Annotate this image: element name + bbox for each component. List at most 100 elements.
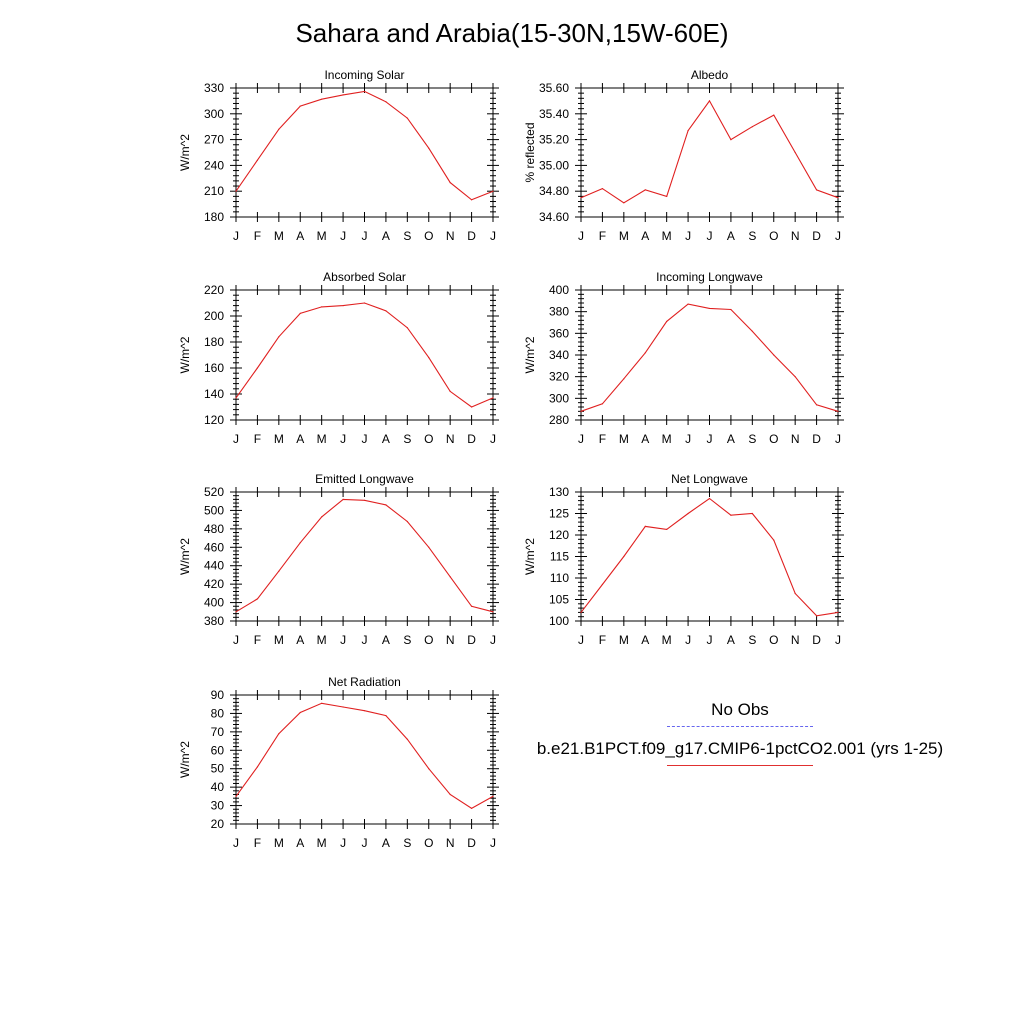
y-tick-label: 360 — [549, 326, 569, 340]
y-tick-label: 34.80 — [539, 184, 569, 198]
data-point — [385, 310, 387, 312]
data-point — [623, 202, 625, 204]
x-tick-label: J — [707, 229, 713, 243]
x-tick-label: J — [578, 229, 584, 243]
y-tick-label: 140 — [204, 387, 224, 401]
y-tick-label: 400 — [204, 596, 224, 610]
y-tick-label: 480 — [204, 522, 224, 536]
x-tick-label: M — [274, 432, 284, 446]
data-point — [428, 357, 430, 359]
x-tick-label: O — [424, 229, 433, 243]
y-tick-label: 270 — [204, 133, 224, 147]
x-tick-label: M — [619, 633, 629, 647]
chart-incoming-longwave: Incoming Longwave 280 300 320 340 360 380 400 J F… — [523, 270, 844, 446]
x-tick-label: A — [382, 432, 390, 446]
x-tick-label: F — [599, 633, 606, 647]
x-tick-label: D — [812, 633, 821, 647]
data-point — [687, 129, 689, 132]
data-point — [837, 611, 839, 613]
data-point — [235, 190, 237, 192]
data-point — [601, 403, 604, 405]
data-point — [470, 807, 473, 809]
y-tick-label: 60 — [211, 743, 225, 757]
series-line — [235, 90, 494, 201]
y-tick-label: 440 — [204, 559, 224, 573]
x-tick-label: A — [296, 633, 304, 647]
data-point — [666, 528, 668, 531]
x-tick-label: A — [382, 836, 390, 850]
x-tick-label: S — [748, 432, 756, 446]
y-tick-label: 80 — [211, 706, 225, 720]
x-tick-label: O — [424, 432, 433, 446]
y-tick-label: 50 — [211, 762, 225, 776]
y-tick-label: 340 — [549, 348, 569, 362]
plot-frame — [235, 87, 494, 218]
data-point — [299, 105, 301, 107]
x-tick-label: J — [490, 432, 496, 446]
x-tick-label: J — [707, 432, 713, 446]
x-tick-label: F — [254, 633, 261, 647]
x-tick-label: S — [403, 432, 411, 446]
legend-item-obs: No Obs — [520, 700, 960, 727]
y-tick-label: 180 — [204, 335, 224, 349]
x-tick-label: O — [424, 836, 433, 850]
data-point — [428, 546, 430, 548]
plot-frame — [580, 491, 839, 622]
x-tick-label: M — [619, 229, 629, 243]
data-point — [406, 327, 408, 329]
y-tick-label: 380 — [549, 305, 569, 319]
figure-title: Sahara and Arabia(15-30N,15W-60E) — [295, 18, 729, 48]
data-point — [470, 199, 473, 201]
x-tick-label: A — [727, 432, 735, 446]
data-point — [815, 615, 818, 617]
y-tick-label: 240 — [204, 158, 224, 172]
y-tick-label: 380 — [204, 614, 224, 628]
y-tick-label: 300 — [549, 391, 569, 405]
legend-model-swatch — [667, 765, 813, 766]
data-point — [837, 197, 839, 199]
x-tick-label: N — [791, 229, 800, 243]
x-tick-label: A — [727, 633, 735, 647]
x-tick-label: J — [362, 229, 368, 243]
y-axis-label: W/m^2 — [178, 336, 192, 373]
x-tick-label: F — [599, 432, 606, 446]
y-axis-label: W/m^2 — [178, 134, 192, 171]
y-tick-label: 180 — [204, 210, 224, 224]
data-point — [256, 766, 259, 768]
x-tick-label: S — [748, 229, 756, 243]
y-tick-label: 40 — [211, 780, 225, 794]
x-tick-label: D — [467, 432, 476, 446]
data-point — [278, 336, 280, 338]
x-tick-label: D — [467, 633, 476, 647]
data-point — [580, 197, 582, 199]
data-point — [623, 555, 625, 558]
x-tick-label: M — [317, 836, 327, 850]
data-point — [815, 189, 818, 191]
data-point — [406, 738, 408, 740]
plot-frame — [235, 289, 494, 421]
data-point — [794, 592, 796, 595]
data-point — [235, 397, 237, 399]
data-point — [363, 499, 366, 501]
data-point — [644, 525, 646, 527]
x-tick-label: D — [467, 229, 476, 243]
x-tick-label: J — [578, 432, 584, 446]
y-tick-label: 320 — [549, 370, 569, 384]
x-tick-label: N — [791, 432, 800, 446]
y-axis-label: W/m^2 — [523, 336, 537, 373]
data-point — [256, 159, 259, 161]
x-tick-label: A — [296, 432, 304, 446]
y-tick-label: 30 — [211, 799, 225, 813]
y-tick-label: 105 — [549, 593, 569, 607]
data-point — [666, 320, 668, 323]
y-tick-label: 460 — [204, 540, 224, 554]
y-axis-label: % reflected — [523, 122, 537, 182]
data-point — [623, 378, 625, 380]
data-point — [278, 570, 280, 572]
y-tick-label: 70 — [211, 725, 225, 739]
x-tick-label: J — [835, 229, 841, 243]
data-point — [363, 710, 366, 712]
data-point — [235, 611, 237, 613]
series-line — [235, 702, 494, 809]
